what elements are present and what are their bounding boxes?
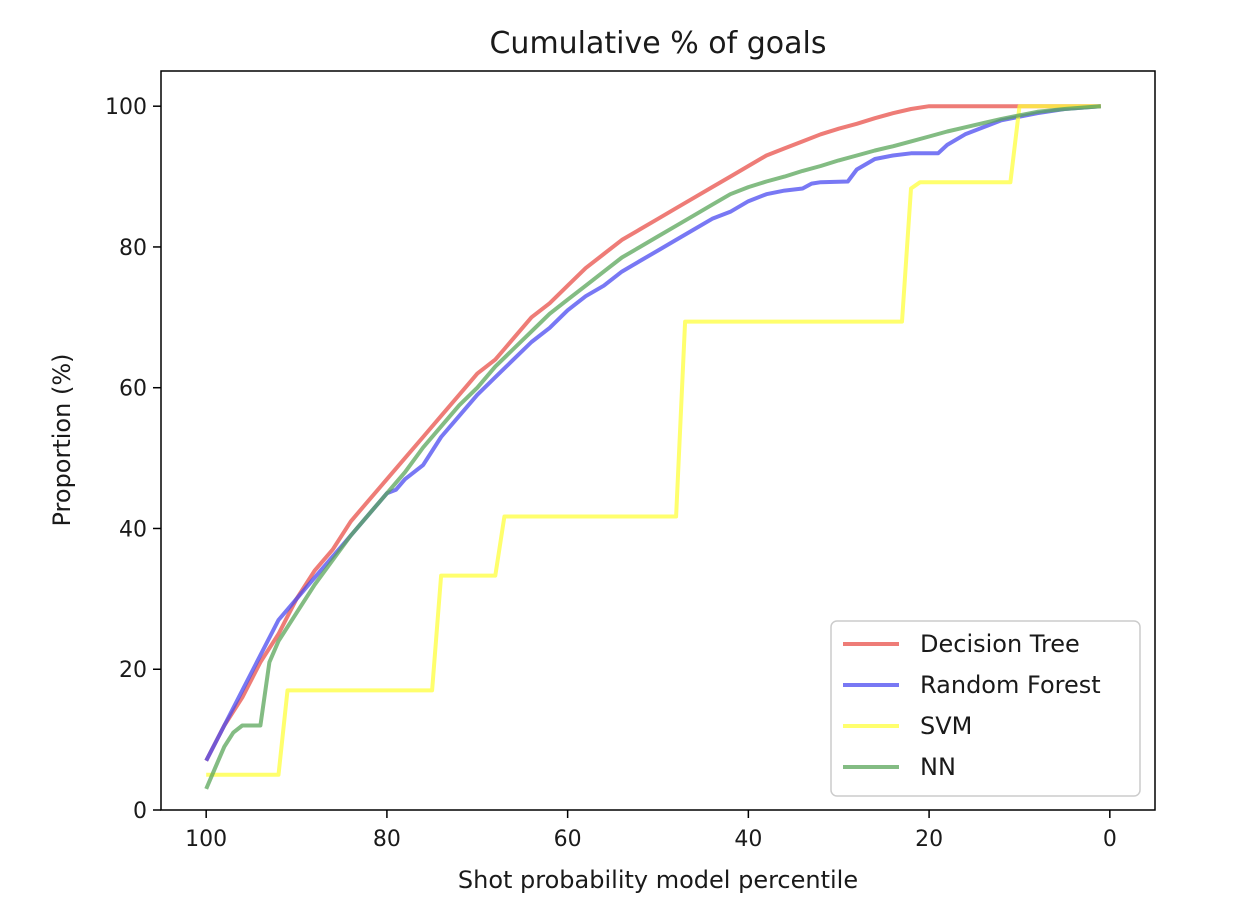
legend-label: Decision Tree (920, 630, 1080, 658)
series-line-3 (204, 104, 1101, 790)
legend-label: SVM (920, 712, 972, 740)
y-tick-label: 100 (105, 95, 147, 120)
y-axis-label: Proportion (%) (48, 354, 76, 527)
x-tick-label: 0 (1103, 827, 1117, 852)
y-tick-label: 80 (119, 236, 147, 261)
y-tick-label: 0 (133, 799, 147, 824)
chart-title: Cumulative % of goals (489, 26, 826, 61)
legend-box (830, 620, 1141, 797)
x-axis-label: Shot probability model percentile (458, 866, 858, 894)
x-tick-label: 40 (734, 827, 762, 852)
y-tick-label: 20 (119, 658, 147, 683)
plot-frame (160, 70, 1156, 811)
y-tick-label: 60 (119, 377, 147, 402)
y-tick-label: 40 (119, 517, 147, 542)
x-tick-label: 60 (554, 827, 582, 852)
series-layer (204, 104, 1101, 790)
x-tick-label: 100 (185, 827, 227, 852)
legend-label: Random Forest (920, 671, 1101, 699)
series-line-0 (204, 104, 1101, 762)
x-tick-label: 80 (373, 827, 401, 852)
legend: Decision Tree Random Forest SVM NN (830, 620, 1141, 797)
series-line-2 (206, 104, 1101, 777)
legend-label: NN (920, 753, 956, 781)
ticks-layer: 100 80 60 40 20 0 0 20 40 60 80 100 (105, 95, 1117, 852)
x-tick-label: 20 (915, 827, 943, 852)
